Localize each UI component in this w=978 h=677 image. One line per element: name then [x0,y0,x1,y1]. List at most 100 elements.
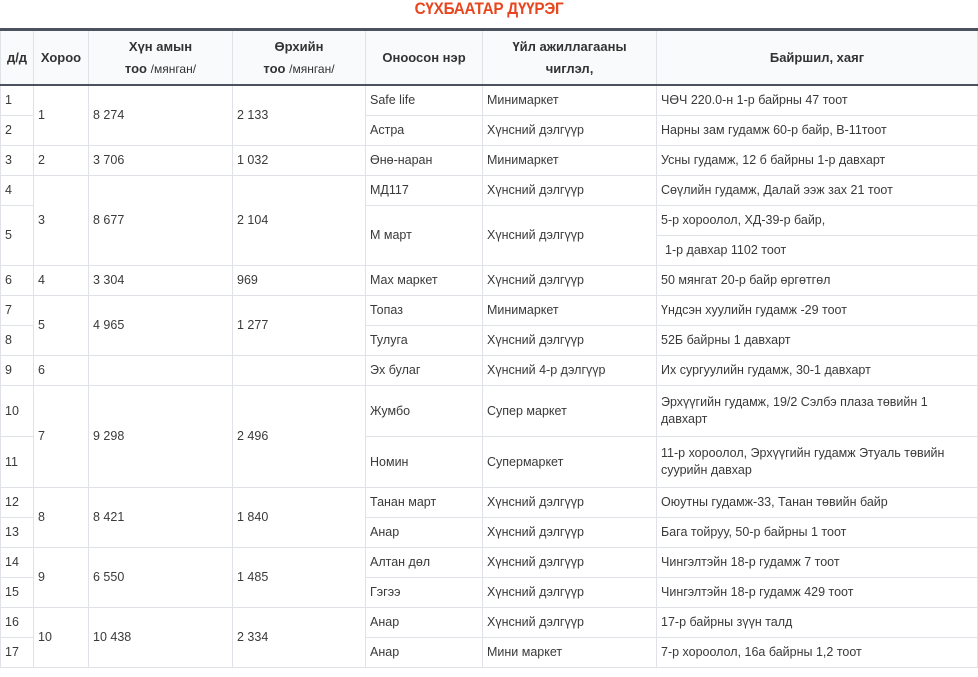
page-title: СҮХБААТАР ДҮҮРЭГ [414,0,564,18]
header-activity: Үйл ажиллагааны чиглэл, [482,29,657,86]
households-cell: 1 277 [232,295,366,356]
row-number: 7 [0,295,34,326]
row-number: 14 [0,547,34,578]
activity-cell: Минимаркет [482,145,657,176]
store-name-cell: Танан март [365,487,483,518]
row-number: 2 [0,115,34,146]
address-cell: 5-р хороолол, ХД-39-р байр, 1-р давхар 11… [656,205,978,266]
activity-cell: Хүнсний дэлгүүр [482,265,657,296]
store-name-cell: МД117 [365,175,483,206]
households-cell: 969 [232,265,366,296]
table-row: 11 Номин Супермаркет 11-р хороолол, Эрхүүги… [0,436,978,488]
stores-table: д/д Хороо Хүн амын тоо /мянган/ Өрхийн тоо… [0,28,978,668]
khoroo-cell: 3 [33,175,89,266]
address-cell: Эрхүүгийн гудамж, 19/2 Сэлбэ плаза төвий… [656,385,978,437]
activity-cell: Хүнсний дэлгүүр [482,487,657,518]
population-cell: 10 438 [88,607,233,668]
households-cell: 1 485 [232,547,366,608]
store-name-cell: Тулуга [365,325,483,356]
row-number: 6 [0,265,34,296]
table-row: 13 Анар Хүнсний дэлгүүр Бага тойруу, 50-р б… [0,517,978,548]
address-cell: Усны гудамж, 12 б байрны 1-р давхарт [656,145,978,176]
households-cell: 2 104 [232,175,366,266]
store-name-cell: Номин [365,436,483,488]
activity-cell: Минимаркет [482,84,657,116]
row-number: 10 [0,385,34,437]
row-number: 9 [0,355,34,386]
population-cell: 3 304 [88,265,233,296]
store-name-cell: Астра [365,115,483,146]
store-name-cell: Гэгээ [365,577,483,608]
households-cell [232,355,366,386]
address-cell: Чингэлтэйн 18-р гудамж 7 тоот [656,547,978,578]
address-cell: ЧӨЧ 220.0-н 1-р байрны 47 тоот [656,84,978,116]
row-number: 15 [0,577,34,608]
address-cell: Сөүлийн гудамж, Далай ээж зах 21 тоот [656,175,978,206]
activity-cell: Хүнсний 4-р дэлгүүр [482,355,657,386]
activity-cell: Хүнсний дэлгүүр [482,577,657,608]
address-cell: Их сургуулийн гудамж, 30-1 давхарт [656,355,978,386]
address-line: 1-р давхар 1102 тоот [657,235,977,265]
activity-cell: Хүнсний дэлгүүр [482,607,657,638]
activity-cell: Хүнсний дэлгүүр [482,205,657,266]
khoroo-cell: 1 [33,84,89,146]
table-row: 10 7 9 298 2 496 Жумбо Супер маркет Эрхүүгийн … [0,385,978,488]
table-header: д/д Хороо Хүн амын тоо /мянган/ Өрхийн тоо… [0,29,978,86]
population-cell: 8 421 [88,487,233,548]
population-cell: 8 677 [88,175,233,266]
store-name-cell: Мах маркет [365,265,483,296]
activity-cell: Хүнсний дэлгүүр [482,517,657,548]
row-number: 3 [0,145,34,176]
row-number: 13 [0,517,34,548]
activity-cell: Супер маркет [482,385,657,437]
table-row: 12 8 8 421 1 840 Танан март Хүнсний дэлгүүр Ою… [0,487,978,548]
store-name-cell: Алтан дөл [365,547,483,578]
row-number: 12 [0,487,34,518]
address-cell: Бага тойруу, 50-р байрны 1 тоот [656,517,978,548]
population-cell: 3 706 [88,145,233,176]
table-row: 17 Анар Мини маркет 7-р хороолол, 16а байрн… [0,637,978,668]
row-number: 1 [0,84,34,116]
activity-cell: Хүнсний дэлгүүр [482,547,657,578]
address-cell: Үндсэн хуулийн гудамж -29 тоот [656,295,978,326]
address-cell: 11-р хороолол, Эрхүүгийн гудамж Этуаль т… [656,436,978,488]
store-name-cell: Жумбо [365,385,483,437]
households-cell: 2 496 [232,385,366,488]
address-cell: Нарны зам гудамж 60-р байр, В-11тоот [656,115,978,146]
households-cell: 1 032 [232,145,366,176]
header-households-unit: /мянган/ [289,61,335,76]
population-cell [88,355,233,386]
address-cell: Оюутны гудамж-33, Танан төвийн байр [656,487,978,518]
header-households-main: Өрхийн [274,38,324,54]
address-line: 5-р хороолол, ХД-39-р байр, [661,213,826,227]
store-name-cell: Анар [365,607,483,638]
row-number: 17 [0,637,34,668]
header-households: Өрхийн тоо /мянган/ [232,29,366,86]
households-cell: 1 840 [232,487,366,548]
header-population: Хүн амын тоо /мянган/ [88,29,233,86]
address-cell: Чингэлтэйн 18-р гудамж 429 тоот [656,577,978,608]
header-num: д/д [0,29,34,86]
row-number: 8 [0,325,34,356]
table-row: 8 Тулуга Хүнсний дэлгүүр 52Б байрны 1 давха… [0,325,978,356]
households-cell: 2 133 [232,84,366,146]
store-name-cell: Safe life [365,84,483,116]
khoroo-cell: 8 [33,487,89,548]
table-row: 16 10 10 438 2 334 Анар Хүнсний дэлгүүр 17-р б… [0,607,978,668]
header-activity-line2: чиглэл, [545,60,594,76]
table-row: 14 9 6 550 1 485 Алтан дөл Хүнсний дэлгүүр Чин… [0,547,978,608]
activity-cell: Мини маркет [482,637,657,668]
header-households-unit-bold: тоо [263,60,286,76]
khoroo-cell: 2 [33,145,89,176]
row-number: 16 [0,607,34,638]
header-population-unit: /мянган/ [150,61,197,76]
header-population-main: Хүн амын [128,38,193,54]
header-address: Байршил, хаяг [656,29,978,86]
population-cell: 9 298 [88,385,233,488]
population-cell: 4 965 [88,295,233,356]
